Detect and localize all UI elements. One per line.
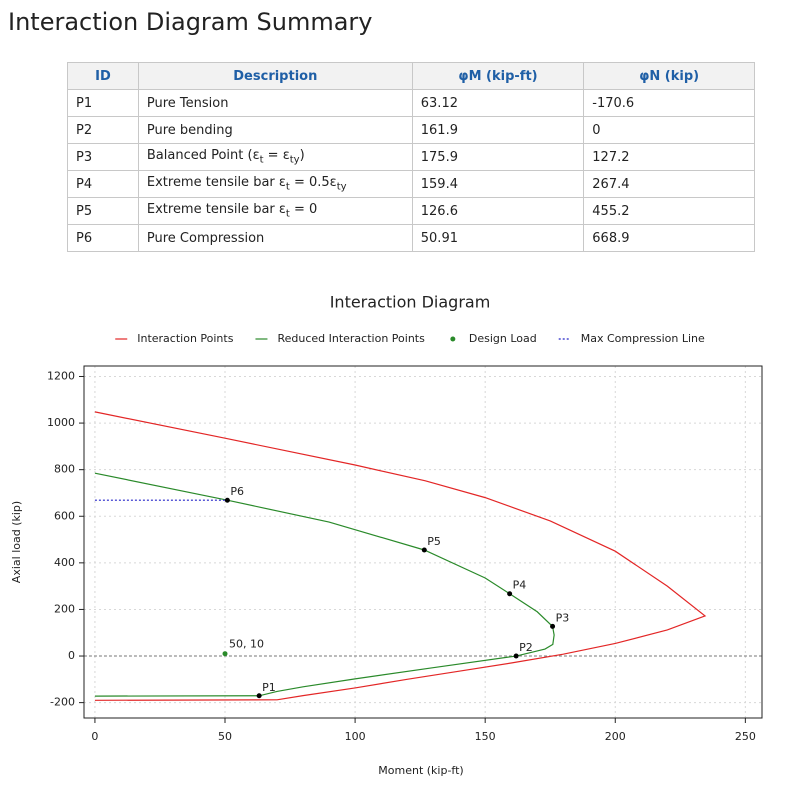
key-point-label: P6 [230,485,244,498]
text-run: = 0 [289,202,318,218]
subscript: t [259,154,264,166]
table-cell: P1 [67,89,139,117]
y-tick-label: 1000 [47,416,75,429]
table-cell: P5 [67,197,139,225]
subscript: t [285,181,290,193]
column-header: φN (kip) [583,62,755,90]
table-cell: 127.2 [583,143,755,171]
legend-label: Interaction Points [137,332,233,345]
y-tick-label: 1200 [47,369,75,382]
table-cell: Pure bending [137,116,413,144]
subscript: t [285,208,290,220]
x-tick-label: 100 [345,730,366,743]
table-cell: 668.9 [583,224,755,252]
table-cell: 455.2 [583,197,755,225]
text-run: = 0.5ε [289,175,337,191]
legend-label: Design Load [469,332,537,345]
plot-area [84,366,762,718]
key-point [421,547,427,553]
table-row: P3 Balanced Point (εt = εty) 175.9 127.2 [67,143,755,171]
x-tick-label: 0 [91,730,98,743]
y-tick-label: -200 [50,696,75,709]
table-cell: Pure Tension [137,89,413,117]
legend-label: Max Compression Line [581,332,705,345]
y-tick-label: 0 [68,649,75,662]
table-cell: P3 [67,143,139,171]
data-label: 50, 10 [229,638,264,651]
plot-frame [83,365,763,719]
legend-marker [450,336,456,342]
table-cell: 161.9 [411,116,585,144]
key-point [256,693,262,699]
page-title: Interaction Diagram Summary [8,8,373,36]
table-header: ID Description φM (kip-ft) φN (kip) [67,62,755,90]
x-tick-label: 150 [475,730,496,743]
table-row: P5 Extreme tensile bar εt = 0 126.6 455.2 [67,197,755,225]
key-point [513,653,519,659]
table-cell: 175.9 [411,143,585,171]
table-body: P1 Pure Tension 63.12 -170.6 P2 Pure bending 1… [67,89,755,252]
table-cell: 159.4 [411,170,585,198]
x-tick-label: 250 [735,730,756,743]
column-header: φM (kip-ft) [411,62,585,90]
text-run: Extreme tensile bar ε [146,175,286,191]
table-cell: P4 [67,170,139,198]
key-point-label: P1 [262,681,276,694]
text-run: Extreme tensile bar ε [146,202,286,218]
series-line [94,411,707,701]
table-cell: 50.91 [411,224,585,252]
table-cell: 126.6 [411,197,585,225]
text-run: Pure Compression [146,230,265,246]
key-point-label: P3 [556,611,570,624]
key-point-label: P5 [427,535,441,548]
chart: Interaction Diagram Moment (kip-ft) Axia… [10,293,763,777]
legend-label: Reduced Interaction Points [277,332,425,345]
summary-table: ID Description φM (kip-ft) φN (kip) P1 Pure … [67,62,755,252]
table-cell: P2 [67,116,139,144]
table-row: P4 Extreme tensile bar εt = 0.5εty 159.4 26… [67,170,755,198]
key-point-label: P2 [519,641,533,654]
text-run: Pure Tension [146,95,229,111]
table-cell: 0 [583,116,755,144]
table-cell: Balanced Point (εt = εty) [137,143,413,171]
x-tick-label: 50 [218,730,232,743]
column-header: ID [67,62,139,90]
key-point [224,497,230,503]
text-run: = ε [263,148,290,164]
y-tick-label: 800 [54,463,75,476]
chart-title: Interaction Diagram [330,293,491,312]
x-tick-label: 200 [605,730,626,743]
series-line [94,472,555,697]
text-run: Balanced Point (ε [146,148,260,164]
subscript: ty [289,154,300,166]
y-axis-label: Axial load (kip) [10,501,23,583]
text-run: ) [299,148,305,164]
table-cell: Pure Compression [137,224,413,252]
table-cell: Extreme tensile bar εt = 0.5εty [137,170,413,198]
table-row: P2 Pure bending 161.9 0 [67,116,755,144]
table-row: P6 Pure Compression 50.91 668.9 [67,224,755,252]
design-load-point [222,651,228,657]
table-cell: P6 [67,224,139,252]
x-axis-label: Moment (kip-ft) [378,764,463,777]
y-tick-label: 600 [54,509,75,522]
table-row: P1 Pure Tension 63.12 -170.6 [67,89,755,117]
key-point [550,623,556,629]
key-point-label: P4 [513,579,527,592]
table-cell: Extreme tensile bar εt = 0 [137,197,413,225]
subscript: ty [336,181,347,193]
key-point [507,591,513,597]
table-cell: 267.4 [583,170,755,198]
y-tick-label: 200 [54,602,75,615]
y-tick-label: 400 [54,556,75,569]
text-run: Pure bending [146,122,233,138]
column-header: Description [137,62,413,90]
table-cell: 63.12 [411,89,585,117]
table-cell: -170.6 [583,89,755,117]
